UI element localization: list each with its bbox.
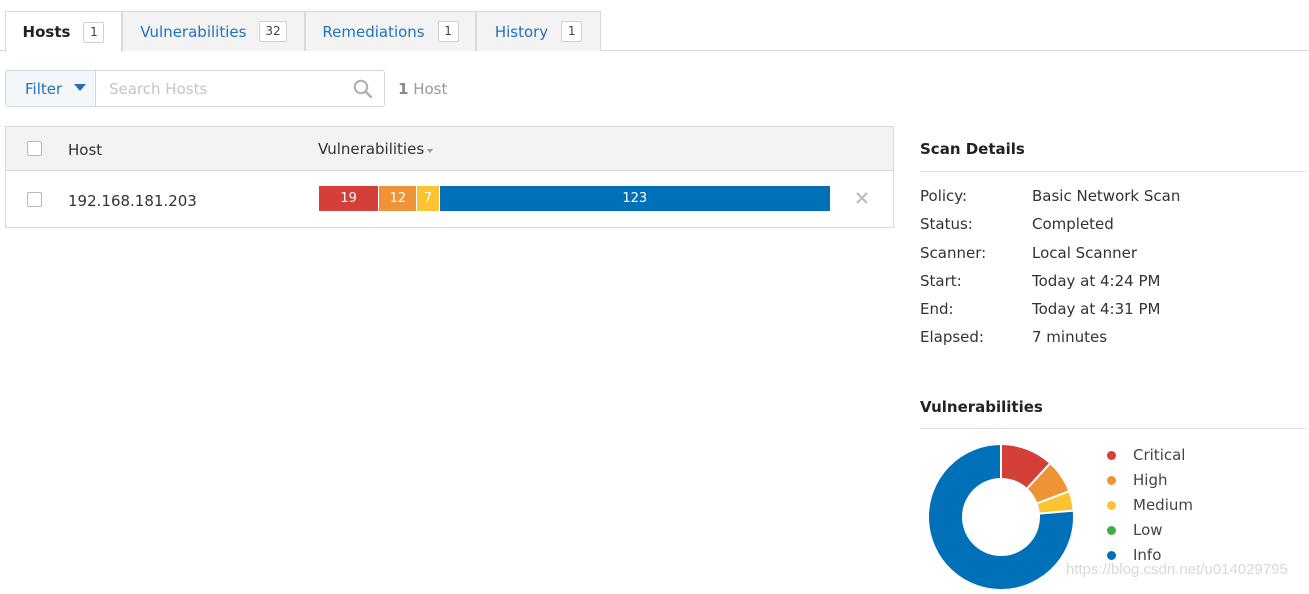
detail-value: Completed [1032,215,1114,233]
tab-vulnerabilities-label: Vulnerabilities [140,22,247,41]
filter-button-label: Filter [25,79,63,98]
detail-value: Local Scanner [1032,244,1138,262]
column-header-vulnerabilities[interactable]: Vulnerabilities [318,140,425,158]
tab-vulnerabilities[interactable]: Vulnerabilities 32 [122,11,305,51]
legend-dot [1107,525,1116,535]
detail-key: Start: [920,272,962,290]
tab-vulnerabilities-count: 32 [259,21,287,42]
detail-value: Today at 4:24 PM [1032,272,1161,290]
legend-label: Low [1133,521,1163,539]
tab-hosts-count: 1 [83,21,105,43]
legend-dot [1107,550,1116,560]
hosts-table: Host Vulnerabilities 192.168.181.203 19 … [5,126,894,228]
select-all-checkbox[interactable] [27,141,42,156]
scan-details-title: Scan Details [920,140,1025,158]
detail-key: Elapsed: [920,328,984,346]
tab-remediations-label: Remediations [322,22,425,41]
detail-value: Basic Network Scan [1032,187,1181,205]
vulnerabilities-donut-chart[interactable] [924,440,1078,594]
sort-desc-icon[interactable] [427,149,433,153]
legend-item-info[interactable]: Info [1107,545,1161,565]
legend-item-critical[interactable]: Critical [1107,445,1185,465]
tab-remediations-count: 1 [437,21,459,42]
detail-key: Status: [920,215,973,233]
legend-dot [1107,450,1116,460]
detail-value: 7 minutes [1032,328,1108,346]
tab-remediations[interactable]: Remediations 1 [305,11,476,51]
detail-key: Policy: [920,187,968,205]
tab-bar: Hosts 1 Vulnerabilities 32 Remediations … [0,0,1309,52]
legend-label: High [1133,471,1168,489]
donut-slice-info[interactable] [927,442,1075,591]
legend-dot [1107,475,1116,485]
tab-history-label: History [494,22,549,41]
column-header-host[interactable]: Host [68,141,103,159]
vulnerabilities-chart-title: Vulnerabilities [920,398,1043,416]
legend-label: Critical [1133,446,1186,464]
search-icon[interactable] [353,79,373,103]
legend-dot [1107,500,1116,510]
legend-label: Info [1133,546,1162,564]
host-count: 1 Host [398,80,447,98]
high-segment[interactable]: 12 [379,186,418,211]
detail-key: Scanner: [920,244,987,262]
row-checkbox[interactable] [27,192,42,207]
medium-segment[interactable]: 7 [417,186,440,211]
legend-item-high[interactable]: High [1107,470,1167,490]
legend-label: Medium [1133,496,1193,514]
table-header: Host Vulnerabilities [6,127,893,171]
critical-segment[interactable]: 19 [319,186,380,211]
tab-hosts[interactable]: Hosts 1 [5,11,122,52]
info-segment[interactable]: 123 [439,186,830,211]
host-count-label: Host [413,80,448,98]
tab-history[interactable]: History 1 [476,11,601,51]
filter-button[interactable]: Filter [5,70,96,107]
search-input[interactable] [96,71,346,106]
legend-item-low[interactable]: Low [1107,520,1163,540]
search-box [95,70,385,107]
tab-hosts-label: Hosts [22,23,71,41]
remove-host-icon[interactable] [855,190,869,209]
detail-key: End: [920,300,954,318]
detail-value: Today at 4:31 PM [1032,300,1161,318]
host-ip[interactable]: 192.168.181.203 [68,192,197,210]
divider [920,428,1307,429]
host-count-number: 1 [398,80,409,98]
table-row[interactable]: 192.168.181.203 19 12 7 123 [6,171,893,227]
tab-history-count: 1 [561,21,583,42]
vulnerability-bar[interactable]: 19 12 7 123 [319,186,830,211]
legend-item-medium[interactable]: Medium [1107,495,1193,515]
divider [920,171,1307,172]
caret-down-icon [74,83,87,91]
watermark: https://blog.csdn.net/u014029795 [1066,561,1288,578]
